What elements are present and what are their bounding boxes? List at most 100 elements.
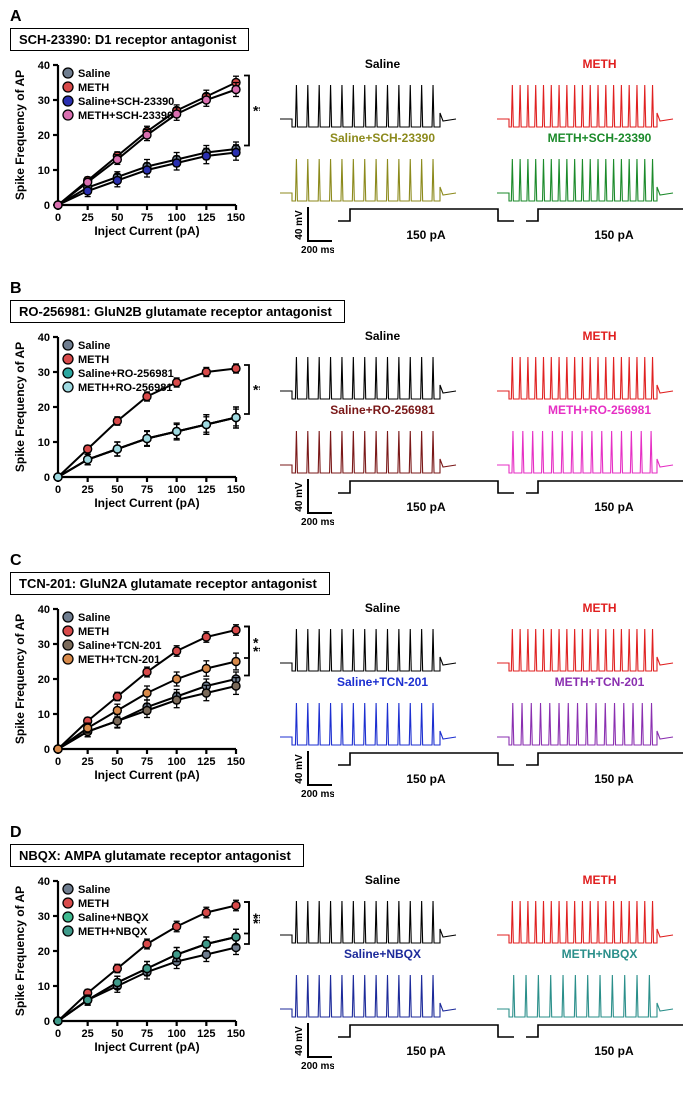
trace-meth-nbqx [495, 963, 675, 1019]
svg-text:200 ms: 200 ms [301, 517, 334, 528]
trace-label: METH [495, 57, 683, 71]
panel-C: CTCN-201: GluN2A glutamate receptor anta… [10, 552, 673, 810]
svg-text:10: 10 [38, 437, 50, 449]
panel-row: 0102030400255075100125150Spike Frequency… [10, 601, 673, 810]
trace-grid: SalineMETHSaline+NBQXMETH+NBQX [278, 873, 683, 1019]
stim-label: 150 pA [336, 228, 516, 242]
svg-text:30: 30 [38, 367, 50, 379]
trace-grid: Saline METH Saline+SCH-23390 METH+SCH-23390 [278, 57, 683, 203]
traces-wrap: SalineMETHSaline+TCN-201METH+TCN-20140 m… [260, 601, 683, 810]
stim-label: 150 pA [524, 772, 683, 786]
trace-label: Saline [278, 873, 487, 887]
svg-text:50: 50 [111, 212, 123, 224]
svg-text:Inject Current (pA): Inject Current (pA) [94, 768, 199, 782]
svg-text:Saline: Saline [78, 340, 110, 352]
svg-text:75: 75 [141, 484, 153, 496]
trace-cell: METH [495, 329, 683, 401]
panel-row: 0102030400255075100125150Spike Frequency… [10, 57, 673, 266]
stim-label: 150 pA [524, 1044, 683, 1058]
svg-text:150: 150 [227, 484, 245, 496]
trace-label: METH+NBQX [495, 947, 683, 961]
svg-text:METH+RO-256981: METH+RO-256981 [78, 382, 172, 394]
svg-text:40 mV: 40 mV [294, 482, 305, 512]
panel-title: TCN-201: GluN2A glutamate receptor antag… [10, 572, 330, 595]
trace-saline [278, 617, 458, 673]
svg-text:20: 20 [38, 130, 50, 142]
scale-bar: 40 mV200 ms [278, 1019, 336, 1082]
scale-bar: 40 mV 200 ms [278, 475, 336, 538]
trace-meth [495, 73, 675, 129]
stim-pair: 150 pA 150 pA [336, 475, 683, 514]
svg-text:125: 125 [197, 212, 215, 224]
trace-label: Saline [278, 601, 487, 615]
svg-text:125: 125 [197, 756, 215, 768]
trace-label: METH+SCH-23390 [495, 131, 683, 145]
panel-title: RO-256981: GluN2B glutamate receptor ant… [10, 300, 345, 323]
trace-label: Saline [278, 57, 487, 71]
trace-saline-ro-256981 [278, 419, 458, 475]
svg-text:150: 150 [227, 212, 245, 224]
svg-text:Saline: Saline [78, 612, 110, 624]
stim-label: 150 pA [336, 1044, 516, 1058]
chart-D: 0102030400255075100125150Spike Frequency… [10, 877, 260, 1055]
svg-text:0: 0 [44, 200, 50, 212]
svg-text:0: 0 [55, 484, 61, 496]
trace-cell: Saline [278, 601, 487, 673]
svg-text:Spike Frequency of AP: Spike Frequency of AP [13, 342, 27, 472]
stim-label: 150 pA [524, 228, 683, 242]
svg-text:Spike Frequency of AP: Spike Frequency of AP [13, 886, 27, 1016]
trace-cell: Saline [278, 329, 487, 401]
svg-text:125: 125 [197, 1028, 215, 1040]
trace-meth [495, 889, 675, 945]
svg-text:*: * [253, 634, 259, 650]
stim-label: 150 pA [524, 500, 683, 514]
svg-text:0: 0 [55, 756, 61, 768]
svg-text:Saline+SCH-23390: Saline+SCH-23390 [78, 96, 174, 108]
trace-label: METH [495, 601, 683, 615]
svg-text:Saline: Saline [78, 68, 110, 80]
panel-title: SCH-23390: D1 receptor antagonist [10, 28, 249, 51]
trace-grid: SalineMETHSaline+TCN-201METH+TCN-201 [278, 601, 683, 747]
svg-text:30: 30 [38, 95, 50, 107]
svg-text:10: 10 [38, 709, 50, 721]
trace-cell: Saline+RO-256981 [278, 403, 487, 475]
svg-text:METH+TCN-201: METH+TCN-201 [78, 654, 160, 666]
svg-text:Inject Current (pA): Inject Current (pA) [94, 224, 199, 238]
svg-text:Spike Frequency of AP: Spike Frequency of AP [13, 70, 27, 200]
trace-cell: Saline+NBQX [278, 947, 487, 1019]
svg-text:20: 20 [38, 402, 50, 414]
svg-text:**: ** [253, 103, 260, 119]
svg-text:25: 25 [82, 1028, 94, 1040]
stim-label: 150 pA [336, 500, 516, 514]
svg-text:METH: METH [78, 626, 109, 638]
svg-text:50: 50 [111, 1028, 123, 1040]
trace-cell: METH+RO-256981 [495, 403, 683, 475]
svg-text:Inject Current (pA): Inject Current (pA) [94, 1040, 199, 1054]
svg-text:150: 150 [227, 756, 245, 768]
svg-text:Saline+TCN-201: Saline+TCN-201 [78, 640, 161, 652]
trace-meth-sch-23390 [495, 147, 675, 203]
svg-text:Saline: Saline [78, 884, 110, 896]
svg-text:75: 75 [141, 1028, 153, 1040]
trace-cell: METH+SCH-23390 [495, 131, 683, 203]
trace-saline-sch-23390 [278, 147, 458, 203]
svg-text:25: 25 [82, 756, 94, 768]
svg-text:METH+SCH-23390: METH+SCH-23390 [78, 110, 173, 122]
panel-letter: D [10, 824, 673, 842]
stim-label: 150 pA [336, 772, 516, 786]
chart-wrap: 0102030400255075100125150Spike Frequency… [10, 57, 260, 239]
stim-cell: 150 pA [336, 747, 516, 786]
svg-text:20: 20 [38, 946, 50, 958]
panel-row: 0102030400255075100125150Spike Frequency… [10, 329, 673, 538]
svg-text:METH+NBQX: METH+NBQX [78, 926, 148, 938]
svg-text:200 ms: 200 ms [301, 789, 334, 800]
trace-grid: SalineMETHSaline+RO-256981METH+RO-256981 [278, 329, 683, 475]
trace-saline [278, 345, 458, 401]
svg-text:100: 100 [167, 1028, 185, 1040]
svg-text:**: ** [253, 910, 260, 926]
svg-text:20: 20 [38, 674, 50, 686]
svg-text:METH: METH [78, 898, 109, 910]
chart-C: 0102030400255075100125150Spike Frequency… [10, 605, 260, 783]
trace-cell: Saline+SCH-23390 [278, 131, 487, 203]
scale-bar: 40 mV200 ms [278, 747, 336, 810]
